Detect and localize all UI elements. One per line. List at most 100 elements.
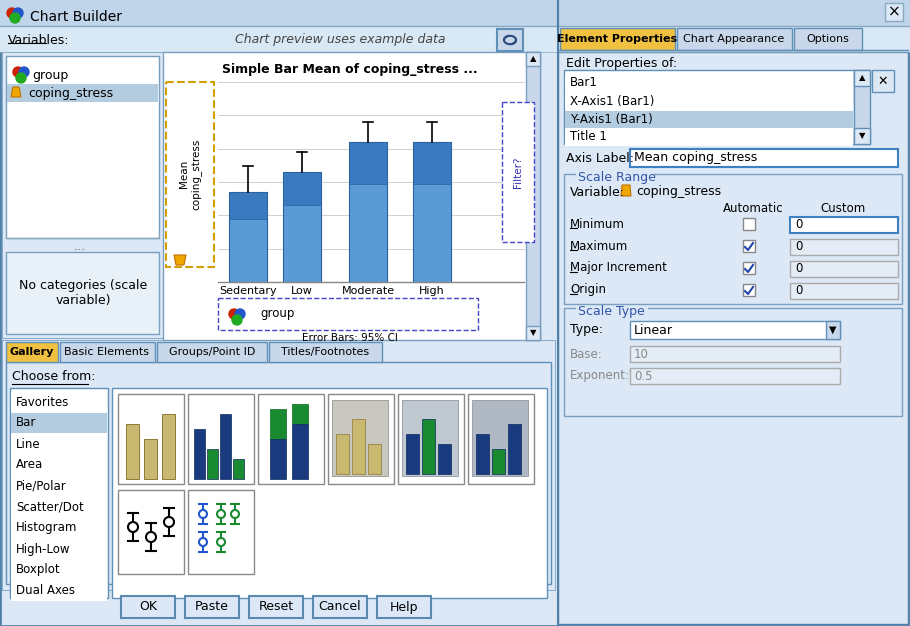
Text: Variables:: Variables: [8,34,69,46]
Text: Moderate: Moderate [341,286,395,296]
Bar [229,192,267,219]
Text: Origin: Origin [570,284,606,297]
Bar [526,52,540,66]
Text: Chart Builder: Chart Builder [30,10,122,24]
Bar [11,476,107,496]
Bar [497,29,523,51]
Text: Y-Axis1 (Bar1): Y-Axis1 (Bar1) [570,113,652,125]
Bar [576,307,648,317]
Bar [292,424,308,479]
Bar [270,409,286,439]
Bar [121,596,175,618]
Bar [11,455,107,475]
Bar [502,102,534,242]
Circle shape [199,538,207,546]
Text: Scatter/Dot: Scatter/Dot [16,501,84,513]
Circle shape [231,510,239,518]
Bar [269,342,382,362]
Bar [564,308,902,416]
Text: coping_stress: coping_stress [636,185,721,198]
Bar [0,26,910,52]
Text: OK: OK [139,600,157,613]
Bar [743,240,755,252]
Bar [332,400,388,476]
Bar [743,218,755,230]
Bar [790,283,898,299]
Circle shape [217,538,225,546]
Text: Options: Options [806,34,849,44]
Text: 0: 0 [795,240,803,252]
Bar [11,434,107,454]
Text: Scale Type: Scale Type [578,305,645,319]
Text: Boxplot: Boxplot [16,563,61,577]
Text: Chart Appearance: Chart Appearance [683,34,784,44]
Circle shape [10,13,20,23]
Polygon shape [11,87,21,97]
Bar [472,400,528,476]
Bar [630,149,898,167]
Bar [854,70,870,144]
Text: Minimum: Minimum [570,217,625,230]
Bar [790,261,898,277]
Text: Chart preview uses example data: Chart preview uses example data [235,34,445,46]
Bar [526,52,540,340]
Circle shape [199,510,207,518]
Text: 0: 0 [795,284,803,297]
Text: Maximum: Maximum [570,240,628,252]
Bar [872,70,894,92]
Circle shape [16,73,26,83]
Bar [468,394,534,484]
Text: High: High [420,286,445,296]
Text: ▲: ▲ [530,54,536,63]
Bar [368,444,381,474]
Text: Scale Range: Scale Range [578,172,656,185]
Text: ▲: ▲ [859,73,865,83]
Text: Axis Label:: Axis Label: [566,151,634,165]
Bar [564,70,854,144]
Bar [422,419,435,474]
Text: 0: 0 [795,217,803,230]
Bar [11,539,107,559]
Text: Edit Properties of:: Edit Properties of: [566,58,677,71]
Bar [11,392,107,412]
Text: Type:: Type: [570,324,603,337]
Bar [854,70,870,86]
Bar [565,93,853,110]
Text: Histogram: Histogram [16,521,77,535]
Bar [558,52,908,624]
Bar [185,596,239,618]
Bar [6,56,159,238]
Text: X-Axis1 (Bar1): X-Axis1 (Bar1) [570,95,654,108]
Bar [229,192,267,282]
Circle shape [164,517,174,527]
Bar [677,28,792,50]
Text: ▼: ▼ [829,325,837,335]
Text: Sedentary: Sedentary [219,286,277,296]
Text: Title 1: Title 1 [570,130,607,143]
Text: Line: Line [16,438,41,451]
Bar [564,174,902,304]
Text: 0: 0 [795,262,803,274]
Bar [162,414,175,479]
Bar [560,28,675,50]
Text: ×: × [887,4,900,19]
Text: 0.5: 0.5 [634,369,652,382]
Circle shape [146,532,156,542]
Bar [60,342,155,362]
Bar [398,394,464,484]
Bar [476,434,489,474]
Text: Dual Axes: Dual Axes [16,585,75,597]
Bar [6,252,159,334]
Polygon shape [621,185,631,196]
Text: Titles/Footnotes: Titles/Footnotes [281,347,369,357]
Bar [118,394,184,484]
Text: 10: 10 [634,347,649,361]
Text: ▼: ▼ [859,131,865,140]
Bar [565,75,853,92]
Bar [0,0,910,26]
Circle shape [19,67,29,77]
Bar [313,596,367,618]
Bar [157,342,267,362]
Bar [283,172,321,205]
Bar [885,3,903,21]
